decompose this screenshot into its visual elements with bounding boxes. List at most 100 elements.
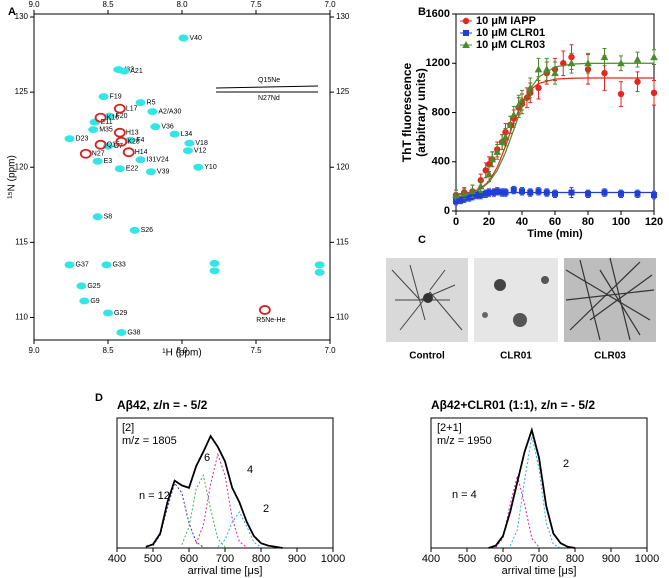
peak-label: E11 — [101, 119, 113, 126]
y-tick-label: 110 — [15, 313, 28, 322]
data-point — [552, 190, 558, 197]
data-point — [474, 191, 481, 198]
data-point — [617, 90, 625, 98]
x-tick-label: 7.0 — [324, 346, 336, 355]
series-line — [455, 191, 654, 201]
connector — [215, 85, 319, 89]
peak-label: F20 — [115, 113, 127, 120]
micrograph — [564, 257, 656, 342]
data-point — [466, 194, 473, 201]
data-point — [98, 93, 109, 101]
annotation: n = 4 — [452, 489, 477, 501]
x-tick-label: 400 — [422, 553, 440, 565]
peak-label: D7 — [114, 143, 123, 150]
fibril — [391, 264, 463, 331]
data-point — [122, 147, 135, 158]
peak-label: E3 — [104, 158, 113, 165]
aggregate — [513, 313, 527, 327]
y-tick-label: 125 — [336, 87, 350, 96]
series-line — [217, 511, 262, 548]
x-axis-label: arrival time [μs] — [188, 565, 263, 577]
peak-label: V40 — [189, 35, 202, 42]
peak-label: H14 — [135, 149, 148, 156]
annotation: N27Nd — [258, 95, 280, 102]
data-point — [114, 165, 125, 173]
peak-label: N27 — [92, 151, 105, 158]
x-tick-label: 400 — [108, 553, 126, 565]
data-point — [94, 139, 107, 150]
peak-label: L17 — [126, 105, 138, 112]
y-tick-label: 120 — [336, 162, 350, 171]
peak-label: A21 — [130, 68, 143, 75]
peak-label: F19 — [110, 93, 122, 100]
peak-label: V18 — [195, 140, 208, 147]
x-tick-label: 0 — [453, 216, 459, 228]
data-point — [501, 133, 510, 141]
data-point — [618, 190, 624, 197]
data-point — [584, 59, 592, 67]
plot-frame — [33, 13, 331, 341]
micrograph-image — [564, 258, 656, 342]
peak-label: K16 — [107, 115, 120, 122]
peak-label: F4 — [136, 137, 144, 144]
data-point — [178, 34, 189, 42]
micrograph-label: CLR01 — [500, 351, 532, 362]
x-tick-label: 800 — [252, 553, 270, 565]
peak-label: H13 — [126, 130, 139, 137]
micrograph-label: Control — [409, 351, 445, 362]
x-tick-label: 8.5 — [102, 346, 114, 355]
data-point — [113, 103, 126, 114]
y-tick-label: 120 — [15, 162, 29, 171]
data-point — [76, 282, 87, 290]
x-axis-label: Time (min) — [527, 228, 583, 240]
x-tick-label: 1000 — [321, 553, 345, 565]
data-point — [493, 147, 502, 155]
data-point — [147, 108, 158, 116]
micrograph — [386, 258, 468, 342]
x-tick-label: 8.5 — [102, 0, 114, 9]
series-line — [181, 473, 226, 548]
x-axis-label: ¹H (ppm) — [162, 348, 201, 359]
micrograph — [474, 258, 558, 342]
micrograph-image — [474, 258, 558, 342]
x-tick-label: 120 — [645, 216, 663, 228]
peak-label: E22 — [126, 166, 139, 173]
data-point — [103, 309, 113, 317]
x-tick-label: 7.5 — [250, 346, 262, 355]
data-point — [551, 69, 559, 77]
data-point — [94, 112, 107, 123]
x-tick-label: 8.0 — [176, 0, 188, 9]
data-point — [477, 191, 484, 198]
peak-label: G29 — [114, 310, 127, 317]
y-tick-label: 400 — [432, 156, 450, 168]
series-line — [145, 434, 283, 549]
data-point — [92, 213, 103, 221]
x-tick-label: 1000 — [635, 553, 659, 565]
y-tick-label: 130 — [336, 12, 350, 21]
x-tick-label: 8.0 — [176, 346, 188, 355]
data-point — [115, 136, 128, 147]
aggregate — [494, 279, 506, 291]
aggregate — [482, 312, 488, 318]
peak-label: Y10 — [204, 164, 217, 171]
data-point — [129, 226, 140, 234]
panel-label: C — [418, 234, 426, 246]
y-axis-label: (arbitrary units) — [414, 68, 428, 157]
data-point — [601, 69, 608, 77]
data-point — [494, 188, 501, 195]
micrograph-label: CLR03 — [594, 351, 626, 362]
annotation: n = 12 — [139, 490, 170, 502]
data-point — [135, 156, 146, 164]
data-point — [488, 155, 497, 163]
panel-label: A — [8, 6, 16, 18]
panel-label: D — [95, 392, 103, 404]
data-point — [135, 99, 146, 107]
peak-label: G37 — [76, 262, 89, 269]
data-point — [600, 53, 609, 61]
x-tick-label: 500 — [458, 553, 476, 565]
peak-label: G38 — [127, 329, 140, 336]
annotation: 2 — [263, 503, 269, 515]
data-point — [209, 267, 220, 275]
peak-label: R5Ne-He — [256, 317, 285, 324]
data-point — [634, 190, 641, 197]
